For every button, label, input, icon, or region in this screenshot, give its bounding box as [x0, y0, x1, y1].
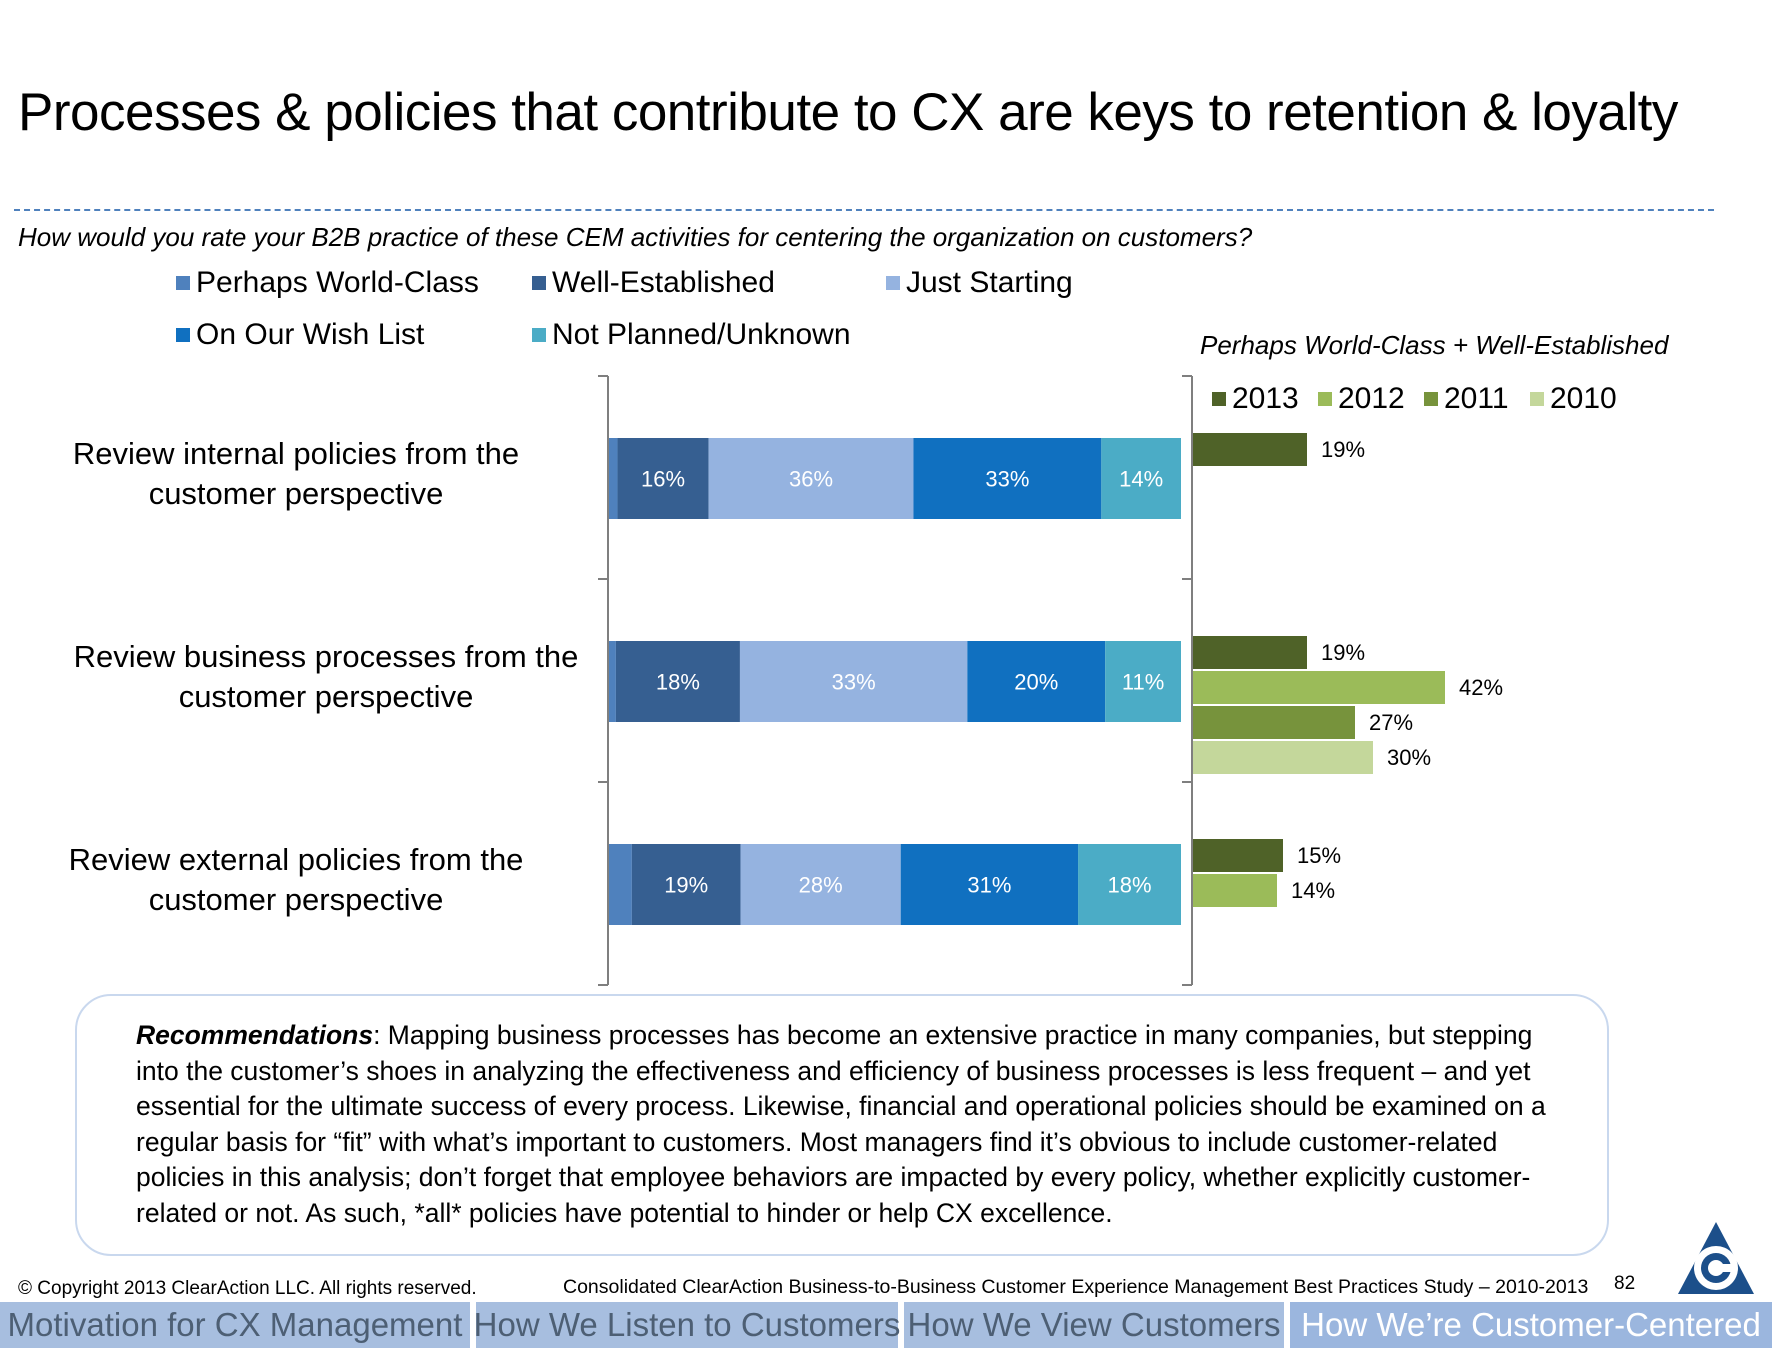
trend-bar [1193, 741, 1373, 774]
legend-swatch [1212, 392, 1226, 406]
recommendations-text: Recommendations: Mapping business proces… [136, 1018, 1576, 1231]
nav-tab-listen[interactable]: How We Listen to Customers [474, 1302, 900, 1348]
legend-label: 2013 [1232, 382, 1299, 415]
legend-item-2012: 2012 [1318, 382, 1405, 416]
legend-label: 2010 [1550, 382, 1617, 415]
stacked-bar-label: 11% [1122, 670, 1164, 695]
trend-bar-label: 27% [1369, 710, 1413, 735]
study-name: Consolidated ClearAction Business-to-Bus… [563, 1276, 1589, 1298]
trend-bar [1193, 433, 1307, 466]
legend-label: Well-Established [552, 266, 775, 299]
nav-tab-motivation[interactable]: Motivation for CX Management [0, 1302, 470, 1348]
nav-tab-view[interactable]: How We View Customers [904, 1302, 1284, 1348]
stacked-bar-segment [740, 844, 901, 925]
legend-item-well-established: Well-Established [532, 266, 775, 300]
trend-bar-label: 15% [1297, 843, 1341, 868]
stacked-bar-label: 33% [832, 670, 876, 695]
legend-item-2010: 2010 [1530, 382, 1617, 416]
trend-bar [1193, 671, 1445, 704]
stacked-bar-segment [739, 641, 968, 722]
legend-swatch [176, 328, 190, 342]
stacked-bar-label: 20% [1014, 670, 1058, 695]
stacked-bar-label: 18% [1107, 873, 1151, 898]
trend-bar [1193, 874, 1277, 907]
stacked-bar-segment [609, 641, 616, 722]
stacked-bar-label: 16% [641, 467, 685, 492]
trend-bar [1193, 636, 1307, 669]
legend-swatch [176, 276, 190, 290]
legend-item-just-starting: Just Starting [886, 266, 1073, 300]
stacked-bar-label: 19% [664, 873, 708, 898]
trend-bar-label: 30% [1387, 745, 1431, 770]
trend-bar-label: 19% [1321, 640, 1365, 665]
trend-bar-label: 19% [1321, 437, 1365, 462]
trend-bar-label: 42% [1459, 675, 1503, 700]
legend-label: 2012 [1338, 382, 1405, 415]
legend-label: On Our Wish List [196, 318, 425, 351]
legend-item-on-our-wish-list: On Our Wish List [176, 318, 424, 352]
trend-chart-title: Perhaps World-Class + Well-Established [1200, 330, 1669, 360]
legend-label: Just Starting [906, 266, 1073, 299]
category-label-external-policies: Review external policies from the custom… [68, 842, 524, 917]
legend-swatch [532, 276, 546, 290]
legend-swatch [1424, 392, 1438, 406]
category-label-business-processes: Review business processes from the custo… [73, 639, 579, 714]
recommendations-box [75, 994, 1609, 1256]
trend-bar-label: 14% [1291, 878, 1335, 903]
stacked-bar-label: 14% [1119, 467, 1163, 492]
legend-swatch [1318, 392, 1332, 406]
page-title: Processes & policies that contribute to … [18, 83, 1678, 142]
stacked-bar-segment [708, 438, 914, 519]
title-divider [14, 209, 1714, 211]
stacked-bar-segment [1078, 844, 1181, 925]
trend-bar [1193, 839, 1283, 872]
stacked-bar-segment [631, 844, 741, 925]
legend-swatch [886, 276, 900, 290]
trend-bar [1193, 706, 1355, 739]
stacked-bar-label: 33% [985, 467, 1029, 492]
stacked-bar-segment [617, 438, 709, 519]
stacked-bar-label: 36% [789, 467, 833, 492]
legend-item-2011: 2011 [1424, 382, 1509, 416]
stacked-bar-segment [609, 438, 618, 519]
stacked-bar-segment [1101, 438, 1181, 519]
legend-item-not-planned-unknown: Not Planned/Unknown [532, 318, 851, 352]
legend-label: Perhaps World-Class [196, 266, 479, 299]
stacked-bar-segment [609, 844, 632, 925]
stacked-bar-segment [1105, 641, 1181, 722]
legend-swatch [532, 328, 546, 342]
legend-label: 2011 [1444, 382, 1509, 415]
category-label-internal-policies: Review internal policies from the custom… [72, 436, 520, 511]
recommendations-heading: Recommendations [136, 1020, 374, 1050]
stacked-bar-label: 28% [799, 873, 843, 898]
copyright: © Copyright 2013 ClearAction LLC. All ri… [18, 1278, 477, 1299]
survey-question: How would you rate your B2B practice of … [18, 222, 1253, 252]
stacked-bar-label: 18% [656, 670, 700, 695]
legend-label: Not Planned/Unknown [552, 318, 851, 351]
stacked-bar-segment [913, 438, 1102, 519]
charts-svg: 16% 36% 33% 14% 18% 33% 20% 11% 19% 28% 31% 18% 19% 1… [598, 375, 1503, 986]
stacked-bar-segment [900, 844, 1079, 925]
clearaction-logo-icon [1678, 1222, 1754, 1294]
page-number: 82 [1614, 1273, 1636, 1294]
legend-item-perhaps-world-class: Perhaps World-Class [176, 266, 479, 300]
recommendations-body: : Mapping business processes has become … [136, 1020, 1546, 1228]
stacked-bar-label: 31% [967, 873, 1011, 898]
stacked-bar-segment [967, 641, 1106, 722]
stacked-bar-segment [615, 641, 740, 722]
legend-item-2013: 2013 [1212, 382, 1299, 416]
nav-tab-customer-centered[interactable]: How We’re Customer-Centered [1290, 1302, 1772, 1348]
legend-swatch [1530, 392, 1544, 406]
